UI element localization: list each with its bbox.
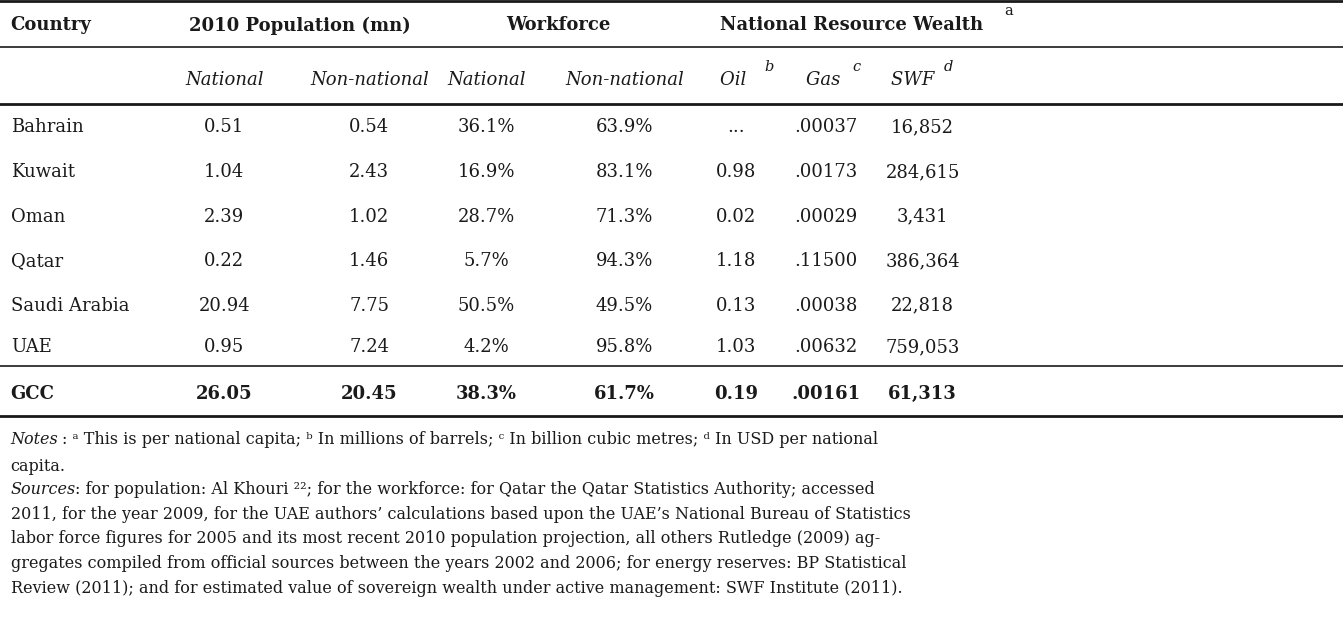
Text: Sources: Sources (11, 481, 77, 497)
Text: 1.03: 1.03 (716, 338, 756, 356)
Text: 20.94: 20.94 (199, 297, 250, 315)
Text: 83.1%: 83.1% (596, 163, 653, 181)
Text: 386,364: 386,364 (885, 252, 960, 270)
Text: 20.45: 20.45 (341, 385, 398, 403)
Text: 1.02: 1.02 (349, 208, 389, 225)
Text: 94.3%: 94.3% (596, 252, 653, 270)
Text: National: National (447, 71, 525, 89)
Text: 16.9%: 16.9% (458, 163, 514, 181)
Text: 26.05: 26.05 (196, 385, 252, 403)
Text: capita.: capita. (11, 458, 66, 475)
Text: GCC: GCC (11, 385, 55, 403)
Text: .00037: .00037 (794, 118, 858, 136)
Text: 22,818: 22,818 (892, 297, 954, 315)
Text: 2010 Population (mn): 2010 Population (mn) (188, 17, 411, 34)
Text: 3,431: 3,431 (897, 208, 948, 225)
Text: 2011, for the year 2009, for the UAE authors’ calculations based upon the UAE’s : 2011, for the year 2009, for the UAE aut… (11, 506, 911, 522)
Text: .11500: .11500 (794, 252, 858, 270)
Text: .00038: .00038 (794, 297, 858, 315)
Text: 2.39: 2.39 (204, 208, 244, 225)
Text: Bahrain: Bahrain (11, 118, 83, 136)
Text: 7.75: 7.75 (349, 297, 389, 315)
Text: Saudi Arabia: Saudi Arabia (11, 297, 129, 315)
Text: Oil: Oil (720, 71, 752, 89)
Text: a: a (1005, 4, 1014, 18)
Text: 0.02: 0.02 (716, 208, 756, 225)
Text: Workforce: Workforce (506, 17, 610, 34)
Text: 759,053: 759,053 (885, 338, 960, 356)
Text: 0.22: 0.22 (204, 252, 244, 270)
Text: Qatar: Qatar (11, 252, 63, 270)
Text: 0.98: 0.98 (716, 163, 756, 181)
Text: 2.43: 2.43 (349, 163, 389, 181)
Text: 49.5%: 49.5% (596, 297, 653, 315)
Text: National Resource Wealth: National Resource Wealth (720, 17, 990, 34)
Text: Review (2011); and for estimated value of sovereign wealth under active manageme: Review (2011); and for estimated value o… (11, 580, 902, 597)
Text: 1.04: 1.04 (204, 163, 244, 181)
Text: Non-national: Non-national (565, 71, 684, 89)
Text: 61.7%: 61.7% (594, 385, 655, 403)
Text: 0.54: 0.54 (349, 118, 389, 136)
Text: : ᵃ This is per national capita; ᵇ In millions of barrels; ᶜ In billion cubic me: : ᵃ This is per national capita; ᵇ In mi… (62, 431, 878, 448)
Text: 284,615: 284,615 (885, 163, 960, 181)
Text: d: d (944, 60, 954, 74)
Text: 36.1%: 36.1% (458, 118, 514, 136)
Text: 71.3%: 71.3% (596, 208, 653, 225)
Text: 0.95: 0.95 (204, 338, 244, 356)
Text: 63.9%: 63.9% (596, 118, 653, 136)
Text: UAE: UAE (11, 338, 51, 356)
Text: 50.5%: 50.5% (458, 297, 514, 315)
Text: Country: Country (11, 17, 91, 34)
Text: .00161: .00161 (791, 385, 861, 403)
Text: 28.7%: 28.7% (458, 208, 514, 225)
Text: 7.24: 7.24 (349, 338, 389, 356)
Text: 0.51: 0.51 (204, 118, 244, 136)
Text: Gas: Gas (806, 71, 846, 89)
Text: c: c (853, 60, 861, 74)
Text: gregates compiled from official sources between the years 2002 and 2006; for ene: gregates compiled from official sources … (11, 555, 907, 572)
Text: 38.3%: 38.3% (455, 385, 517, 403)
Text: 5.7%: 5.7% (463, 252, 509, 270)
Text: .00632: .00632 (794, 338, 858, 356)
Text: ...: ... (727, 118, 745, 136)
Text: .00173: .00173 (794, 163, 858, 181)
Text: 95.8%: 95.8% (596, 338, 653, 356)
Text: 1.46: 1.46 (349, 252, 389, 270)
Text: 1.18: 1.18 (716, 252, 756, 270)
Text: 16,852: 16,852 (892, 118, 954, 136)
Text: SWF: SWF (892, 71, 940, 89)
Text: Notes: Notes (11, 431, 59, 448)
Text: labor force figures for 2005 and its most recent 2010 population projection, all: labor force figures for 2005 and its mos… (11, 531, 880, 547)
Text: 4.2%: 4.2% (463, 338, 509, 356)
Text: 61,313: 61,313 (888, 385, 958, 403)
Text: 0.19: 0.19 (714, 385, 757, 403)
Text: Non-national: Non-national (310, 71, 428, 89)
Text: National: National (185, 71, 263, 89)
Text: Oman: Oman (11, 208, 64, 225)
Text: Kuwait: Kuwait (11, 163, 75, 181)
Text: : for population: Al Khouri ²²; for the workforce: for Qatar the Qatar Statistic: : for population: Al Khouri ²²; for the … (75, 481, 874, 497)
Text: b: b (764, 60, 774, 74)
Text: .00029: .00029 (794, 208, 858, 225)
Text: 0.13: 0.13 (716, 297, 756, 315)
